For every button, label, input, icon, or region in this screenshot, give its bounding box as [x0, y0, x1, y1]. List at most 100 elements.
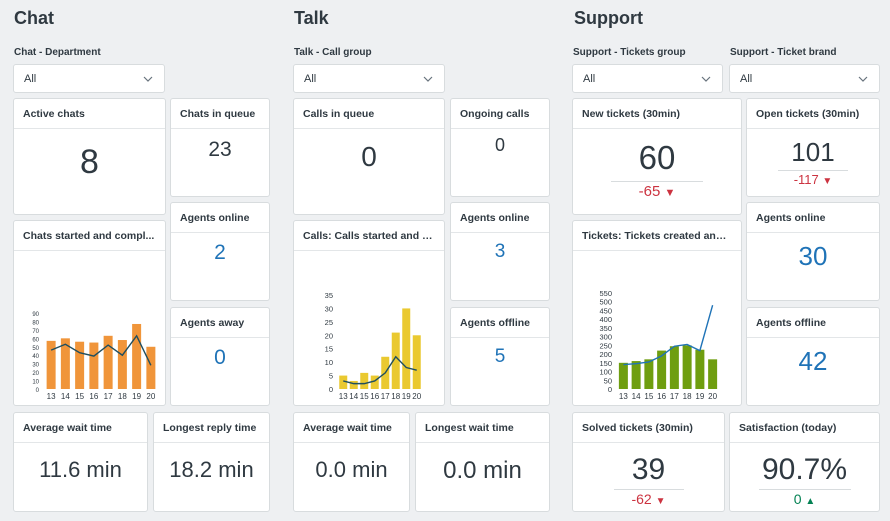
series-line: [343, 355, 417, 385]
new-tickets-card: New tickets (30min) 60 -65 ▼: [572, 98, 742, 215]
y-tick-label: 550: [599, 289, 612, 298]
chat-agents-online-card: Agents online 2: [170, 202, 270, 301]
calls-in-queue-card: Calls in queue 0: [293, 98, 445, 215]
talk-call-group-select[interactable]: All: [293, 64, 445, 93]
divider: [778, 170, 848, 171]
chats-chart-card: Chats started and compl... 0 10 20 30 40 50 60…: [13, 220, 166, 406]
y-tick-label: 20: [32, 371, 39, 377]
x-tick-label: 14: [349, 392, 358, 401]
card-title: New tickets (30min): [573, 99, 741, 129]
series-line: [623, 305, 714, 366]
x-tick-label: 20: [412, 392, 421, 401]
support-ticket-brand-value: All: [740, 72, 753, 85]
arrow-down-icon: ▼: [664, 187, 676, 199]
x-tick-label: 13: [339, 392, 348, 401]
longest-reply-card: Longest reply time 18.2 min: [153, 412, 270, 512]
x-tick-label: 13: [619, 392, 628, 401]
bar: [146, 346, 156, 389]
bar: [391, 332, 400, 389]
y-tick-label: 350: [599, 324, 612, 333]
y-tick-label: 10: [32, 380, 39, 386]
y-tick-label: 0: [608, 385, 612, 394]
y-tick-label: 100: [599, 368, 612, 377]
x-tick-label: 19: [402, 392, 411, 401]
bar: [89, 342, 99, 389]
chevron-down-icon: [143, 76, 153, 82]
support-agents-online-value: 30: [798, 241, 828, 271]
divider: [611, 181, 703, 182]
x-tick-label: 15: [75, 392, 84, 401]
bar: [644, 359, 654, 389]
y-tick-label: 150: [599, 359, 612, 368]
x-tick-label: 15: [360, 392, 369, 401]
satisfaction-card: Satisfaction (today) 90.7% 0 ▲: [729, 412, 880, 512]
support-ticket-brand-select[interactable]: All: [729, 64, 880, 93]
y-tick-label: 50: [32, 346, 39, 352]
y-tick-label: 400: [599, 315, 612, 324]
chats-in-queue-card: Chats in queue 23: [170, 98, 270, 197]
y-tick-label: 30: [325, 304, 333, 313]
y-tick-label: 50: [604, 376, 612, 385]
card-title: Agents online: [171, 203, 269, 233]
y-tick-label: 35: [325, 291, 333, 300]
y-tick-label: 450: [599, 306, 612, 315]
x-tick-label: 20: [708, 392, 717, 401]
card-title: Calls: Calls started and c...: [294, 221, 444, 251]
y-tick-label: 300: [599, 333, 612, 342]
new-tickets-value: 60: [638, 139, 676, 176]
talk-agents-online-card: Agents online 3: [450, 202, 550, 301]
x-tick-label: 17: [670, 392, 679, 401]
y-tick-label: 60: [32, 337, 39, 343]
x-tick-label: 18: [391, 392, 400, 401]
divider: [758, 489, 851, 490]
x-tick-label: 17: [104, 392, 113, 401]
y-tick-label: 25: [325, 318, 333, 327]
y-tick-label: 30: [32, 363, 39, 369]
chat-agents-away-card: Agents away 0: [170, 307, 270, 406]
satisfaction-delta: 0 ▲: [730, 491, 879, 507]
bar: [339, 375, 348, 389]
card-title: Agents online: [747, 203, 879, 233]
support-tickets-group-select[interactable]: All: [572, 64, 723, 93]
open-tickets-delta: -117 ▼: [747, 172, 879, 187]
bar: [117, 340, 127, 389]
x-tick-label: 17: [381, 392, 390, 401]
support-ticket-brand-label: Support - Ticket brand: [730, 47, 837, 58]
delta-value: -65: [638, 183, 661, 200]
chevron-down-icon: [858, 76, 868, 82]
card-title: Active chats: [14, 99, 165, 129]
chats-started-chart: 0 10 20 30 40 50 60 70 80 90 13 14 15 16 17 18 19 20: [32, 312, 156, 401]
card-title: Satisfaction (today): [730, 413, 879, 443]
card-title: Calls in queue: [294, 99, 444, 129]
chats-in-queue-value: 23: [208, 138, 232, 161]
talk-average-wait-card: Average wait time 0.0 min: [293, 412, 410, 512]
chat-department-select[interactable]: All: [13, 64, 165, 93]
new-tickets-delta: -65 ▼: [573, 183, 741, 200]
longest-wait-card: Longest wait time 0.0 min: [415, 412, 550, 512]
chevron-down-icon: [701, 76, 711, 82]
talk-agents-offline-value: 5: [494, 346, 506, 367]
x-tick-label: 14: [632, 392, 641, 401]
x-tick-label: 20: [146, 392, 155, 401]
y-tick-label: 15: [325, 345, 333, 354]
support-tickets-group-value: All: [583, 72, 596, 85]
bar: [132, 323, 142, 389]
card-title: Chats in queue: [171, 99, 269, 129]
x-tick-label: 15: [644, 392, 653, 401]
card-title: Solved tickets (30min): [573, 413, 724, 443]
chat-agents-online-value: 2: [214, 241, 226, 264]
chat-section-title: Chat: [14, 8, 54, 28]
card-title: Ongoing calls: [451, 99, 549, 129]
series-line: [50, 334, 152, 366]
talk-agents-offline-card: Agents offline 5: [450, 307, 550, 406]
longest-wait-value: 0.0 min: [443, 457, 522, 484]
delta-value: -117: [793, 172, 819, 187]
open-tickets-value: 101: [791, 137, 835, 167]
chat-average-wait-card: Average wait time 11.6 min: [13, 412, 148, 512]
arrow-down-icon: ▼: [822, 176, 833, 187]
talk-call-group-label: Talk - Call group: [294, 47, 372, 58]
bar: [412, 335, 421, 389]
bar: [708, 359, 718, 389]
